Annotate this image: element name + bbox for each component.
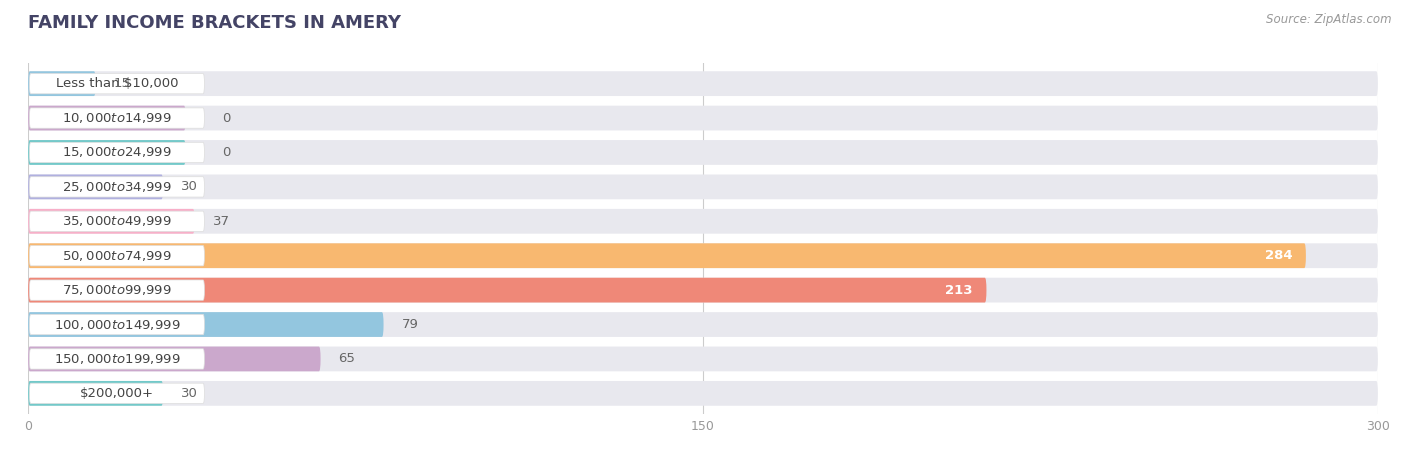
FancyBboxPatch shape <box>28 243 1378 268</box>
FancyBboxPatch shape <box>30 73 204 94</box>
FancyBboxPatch shape <box>28 140 1378 165</box>
FancyBboxPatch shape <box>30 142 204 162</box>
FancyBboxPatch shape <box>28 312 1378 337</box>
Text: FAMILY INCOME BRACKETS IN AMERY: FAMILY INCOME BRACKETS IN AMERY <box>28 14 401 32</box>
FancyBboxPatch shape <box>28 106 1378 130</box>
FancyBboxPatch shape <box>28 312 384 337</box>
FancyBboxPatch shape <box>28 381 163 406</box>
FancyBboxPatch shape <box>28 175 163 199</box>
Text: Less than $10,000: Less than $10,000 <box>56 77 179 90</box>
Text: Source: ZipAtlas.com: Source: ZipAtlas.com <box>1267 14 1392 27</box>
FancyBboxPatch shape <box>30 108 204 128</box>
Text: $35,000 to $49,999: $35,000 to $49,999 <box>62 214 172 228</box>
Text: 15: 15 <box>114 77 131 90</box>
FancyBboxPatch shape <box>28 209 1378 234</box>
Text: 0: 0 <box>222 112 231 125</box>
FancyBboxPatch shape <box>28 346 321 371</box>
FancyBboxPatch shape <box>28 71 96 96</box>
FancyBboxPatch shape <box>28 140 186 165</box>
Text: $100,000 to $149,999: $100,000 to $149,999 <box>53 318 180 332</box>
FancyBboxPatch shape <box>28 243 1306 268</box>
FancyBboxPatch shape <box>30 349 204 369</box>
FancyBboxPatch shape <box>30 246 204 266</box>
Text: 0: 0 <box>222 146 231 159</box>
Text: 37: 37 <box>212 215 229 228</box>
Text: $50,000 to $74,999: $50,000 to $74,999 <box>62 249 172 263</box>
Text: 65: 65 <box>339 352 356 365</box>
Text: $25,000 to $34,999: $25,000 to $34,999 <box>62 180 172 194</box>
Text: $75,000 to $99,999: $75,000 to $99,999 <box>62 283 172 297</box>
FancyBboxPatch shape <box>28 71 1378 96</box>
Text: 30: 30 <box>181 180 198 194</box>
FancyBboxPatch shape <box>28 381 1378 406</box>
FancyBboxPatch shape <box>28 346 1378 371</box>
Text: $10,000 to $14,999: $10,000 to $14,999 <box>62 111 172 125</box>
Text: $200,000+: $200,000+ <box>80 387 153 400</box>
Text: 284: 284 <box>1265 249 1292 262</box>
FancyBboxPatch shape <box>30 315 204 335</box>
FancyBboxPatch shape <box>28 209 194 234</box>
Text: 30: 30 <box>181 387 198 400</box>
Text: 213: 213 <box>945 284 973 297</box>
FancyBboxPatch shape <box>28 278 987 302</box>
FancyBboxPatch shape <box>28 175 1378 199</box>
FancyBboxPatch shape <box>30 280 204 300</box>
Text: 79: 79 <box>402 318 419 331</box>
Text: $150,000 to $199,999: $150,000 to $199,999 <box>53 352 180 366</box>
FancyBboxPatch shape <box>28 106 186 130</box>
FancyBboxPatch shape <box>30 177 204 197</box>
FancyBboxPatch shape <box>28 278 1378 302</box>
FancyBboxPatch shape <box>30 211 204 231</box>
FancyBboxPatch shape <box>30 383 204 404</box>
Text: $15,000 to $24,999: $15,000 to $24,999 <box>62 145 172 159</box>
